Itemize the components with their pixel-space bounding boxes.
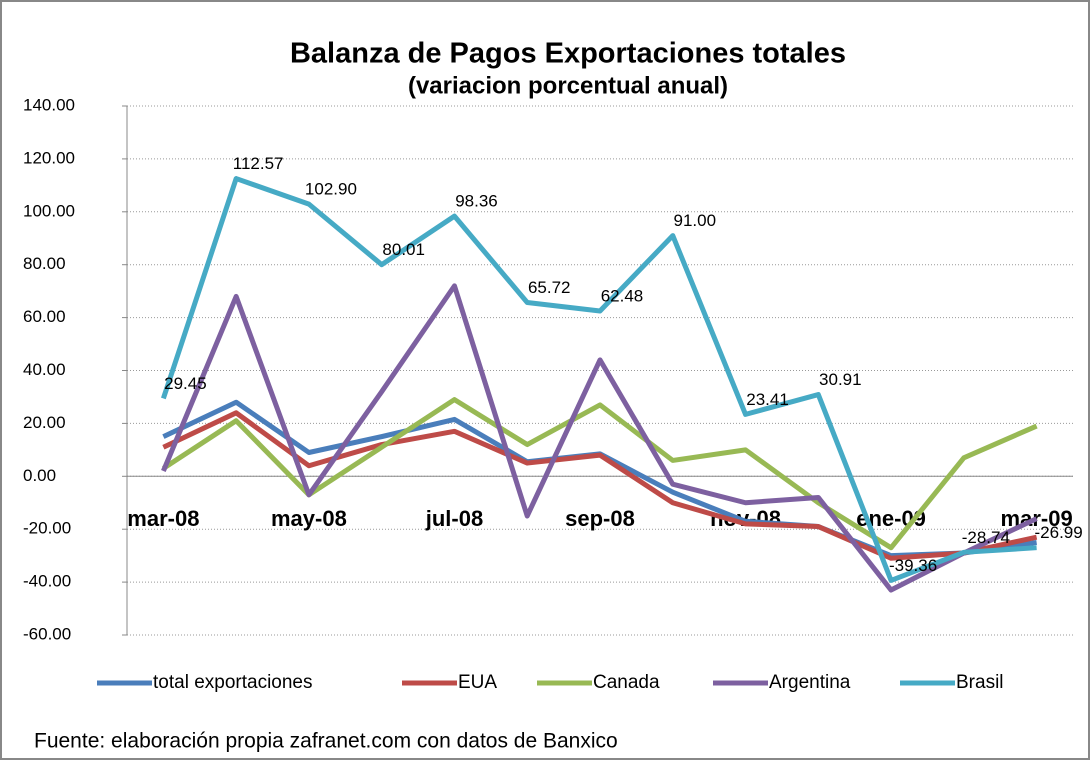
data-label: 30.91 [819, 370, 862, 389]
data-label: 23.41 [746, 390, 789, 409]
y-tick-label: -20.00 [23, 519, 71, 538]
series-line [161, 283, 1038, 593]
data-label: -28.74 [962, 528, 1010, 547]
source-note: Fuente: elaboración propia zafranet.com … [34, 730, 618, 753]
y-tick-label: 60.00 [23, 307, 66, 326]
legend-label: Canada [593, 672, 660, 693]
data-label: 112.57 [233, 154, 284, 173]
x-tick-label: mar-09 [1001, 506, 1073, 531]
legend-label: Brasil [956, 672, 1004, 693]
y-tick-label: -60.00 [23, 624, 71, 643]
series-line [162, 410, 1038, 561]
y-tick-label: 100.00 [23, 201, 75, 220]
x-tick-label: may-08 [271, 506, 347, 531]
data-label: 62.48 [601, 287, 644, 306]
y-tick-label: 80.00 [23, 254, 66, 273]
data-label: 65.72 [528, 278, 571, 297]
data-label: 29.45 [164, 374, 207, 393]
legend-label: EUA [458, 672, 497, 693]
chart-subtitle: (variacion porcentual anual) [408, 72, 728, 99]
x-tick-label: jul-08 [425, 506, 483, 531]
data-label: 98.36 [455, 192, 498, 211]
y-tick-label: 40.00 [23, 360, 66, 379]
data-label: -39.36 [889, 556, 937, 575]
legend-label: total exportaciones [153, 672, 313, 693]
data-label: 102.90 [305, 180, 357, 199]
data-label: -26.99 [1035, 523, 1083, 542]
y-tick-label: 140.00 [23, 95, 75, 114]
data-label: 80.01 [382, 240, 425, 259]
x-tick-label: mar-08 [127, 506, 199, 531]
chart-title: Balanza de Pagos Exportaciones totales [290, 38, 846, 70]
y-tick-label: -40.00 [23, 572, 71, 591]
y-tick-label: 0.00 [23, 466, 56, 485]
y-tick-label: 120.00 [23, 148, 75, 167]
x-tick-label: sep-08 [565, 506, 635, 531]
y-tick-label: 20.00 [23, 413, 66, 432]
series-line [161, 176, 1037, 583]
legend-label: Argentina [769, 672, 851, 693]
data-label: 91.00 [673, 211, 716, 230]
